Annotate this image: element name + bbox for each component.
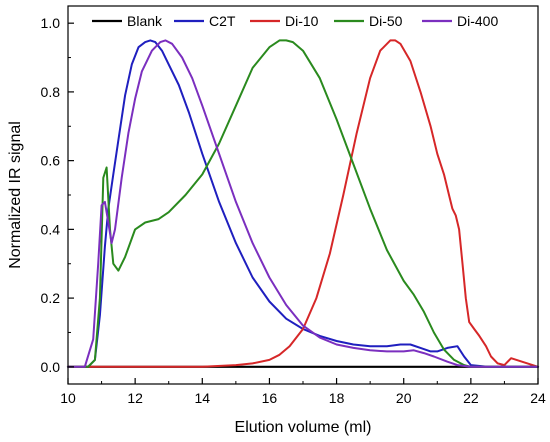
- x-tick-label: 24: [530, 390, 546, 406]
- y-tick-label: 0.6: [41, 153, 61, 169]
- axis-ticks: 10 12 14 16 18 20 22 24 0.0 0.2 0.4 0.6 0.8 1.0: [41, 15, 546, 406]
- x-tick-label: 22: [463, 390, 479, 406]
- legend-label: Di-400: [457, 13, 498, 29]
- x-tick-label: 18: [329, 390, 345, 406]
- series-line-di-10: [67, 39, 539, 368]
- x-tick-label: 20: [396, 390, 412, 406]
- x-tick-label: 12: [127, 390, 143, 406]
- legend-label: Di-50: [369, 13, 403, 29]
- y-tick-label: 0.0: [41, 359, 61, 375]
- y-tick-label: 0.8: [41, 84, 61, 100]
- legend-label: Di-10: [285, 13, 319, 29]
- series-line-di-400: [67, 39, 539, 368]
- legend-box: [90, 10, 534, 30]
- x-axis-label: Elution volume (ml): [235, 419, 372, 436]
- y-tick-label: 0.2: [41, 290, 61, 306]
- y-axis-label: Normalized IR signal: [7, 121, 24, 269]
- legend-label: C2T: [209, 13, 236, 29]
- y-tick-label: 1.0: [41, 15, 61, 31]
- series-layer: [66, 39, 540, 368]
- x-tick-label: 10: [60, 390, 76, 406]
- legend: Blank C2T Di-10 Di-50 Di-400: [90, 10, 534, 30]
- x-tick-label: 16: [262, 390, 278, 406]
- x-tick-label: 14: [194, 390, 210, 406]
- series-line-di-50: [67, 39, 539, 368]
- series-line-c2t: [67, 39, 539, 368]
- y-tick-label: 0.4: [41, 221, 61, 237]
- legend-label: Blank: [127, 13, 163, 29]
